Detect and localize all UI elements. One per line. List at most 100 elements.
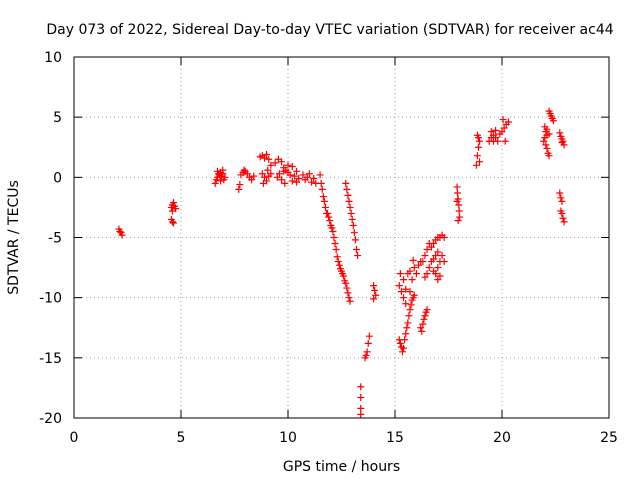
data-point — [116, 227, 124, 235]
data-point — [331, 240, 339, 248]
data-point — [405, 312, 413, 320]
data-point — [260, 154, 268, 162]
data-point — [345, 197, 353, 205]
data-point — [418, 327, 426, 335]
data-point — [319, 193, 327, 201]
x-tick-label: 20 — [493, 430, 511, 446]
data-point — [430, 255, 438, 263]
data-point — [288, 177, 296, 185]
data-point — [221, 173, 229, 181]
data-point — [263, 150, 271, 158]
data-point — [346, 203, 354, 211]
data-point — [421, 312, 429, 320]
data-point — [219, 166, 227, 174]
data-point — [365, 332, 373, 340]
data-point — [489, 137, 497, 145]
data-point — [556, 129, 564, 137]
data-point — [330, 234, 338, 241]
data-point — [299, 171, 307, 179]
data-point — [558, 197, 566, 205]
data-point — [434, 248, 442, 256]
data-point — [275, 170, 283, 178]
data-point — [474, 143, 482, 151]
data-point — [427, 243, 435, 251]
data-point — [265, 155, 273, 163]
data-point — [328, 224, 336, 232]
data-point — [455, 201, 463, 209]
data-point — [357, 404, 365, 412]
data-point — [278, 176, 286, 184]
data-point — [259, 179, 267, 187]
data-point — [501, 137, 509, 145]
data-point — [421, 252, 429, 260]
data-point — [293, 167, 301, 175]
data-point — [417, 324, 425, 332]
data-point — [118, 231, 126, 239]
data-point — [498, 128, 506, 136]
data-point — [317, 179, 325, 187]
data-point — [321, 203, 329, 211]
data-point — [308, 178, 316, 186]
data-point — [558, 138, 566, 146]
data-point — [434, 264, 442, 272]
data-point — [267, 170, 275, 178]
data-point — [343, 284, 351, 292]
data-point — [423, 306, 431, 314]
data-point — [168, 218, 176, 226]
data-point — [402, 300, 410, 308]
data-point — [400, 294, 408, 302]
data-point — [556, 189, 564, 197]
data-point — [357, 383, 365, 391]
plot-frame — [73, 56, 610, 419]
data-point — [363, 348, 371, 356]
data-point — [560, 218, 568, 226]
data-point — [303, 173, 311, 181]
data-point — [333, 253, 341, 261]
data-point — [453, 183, 461, 191]
data-point — [310, 175, 318, 183]
data-point — [492, 126, 500, 134]
data-point — [335, 261, 343, 269]
data-point — [326, 217, 334, 225]
data-point — [455, 207, 463, 215]
data-point — [404, 319, 412, 327]
y-tick-labels: -20 -15 -10 -5 0 5 10 — [39, 50, 62, 427]
data-point — [430, 240, 438, 248]
data-point — [243, 170, 251, 178]
data-point — [340, 272, 348, 280]
data-point — [402, 330, 410, 338]
data-point — [557, 194, 565, 202]
data-point — [559, 214, 567, 222]
data-point — [423, 270, 431, 278]
data-point — [372, 291, 380, 299]
data-point — [271, 159, 279, 167]
data-point — [248, 176, 256, 184]
data-point — [453, 197, 461, 205]
data-point — [211, 179, 219, 187]
data-point — [217, 177, 225, 185]
data-point — [281, 179, 289, 187]
y-tick-label: -15 — [39, 351, 62, 367]
x-tick-label: 10 — [279, 430, 297, 446]
data-point — [419, 258, 427, 266]
data-point — [320, 197, 328, 205]
y-tick-label: -5 — [48, 231, 62, 247]
data-point — [240, 166, 248, 174]
data-point — [170, 219, 178, 227]
data-point — [324, 209, 332, 217]
data-point — [370, 282, 378, 290]
data-point — [348, 215, 356, 223]
data-point — [325, 213, 333, 221]
data-point — [453, 189, 461, 197]
data-point — [472, 161, 480, 169]
data-point — [342, 279, 350, 287]
data-point — [454, 217, 462, 225]
data-point — [334, 258, 342, 266]
data-point — [406, 267, 414, 275]
data-point — [264, 166, 272, 174]
data-point — [354, 252, 362, 260]
data-point — [395, 282, 403, 290]
data-point — [500, 124, 508, 132]
data-point — [432, 252, 440, 260]
data-point — [410, 264, 418, 272]
